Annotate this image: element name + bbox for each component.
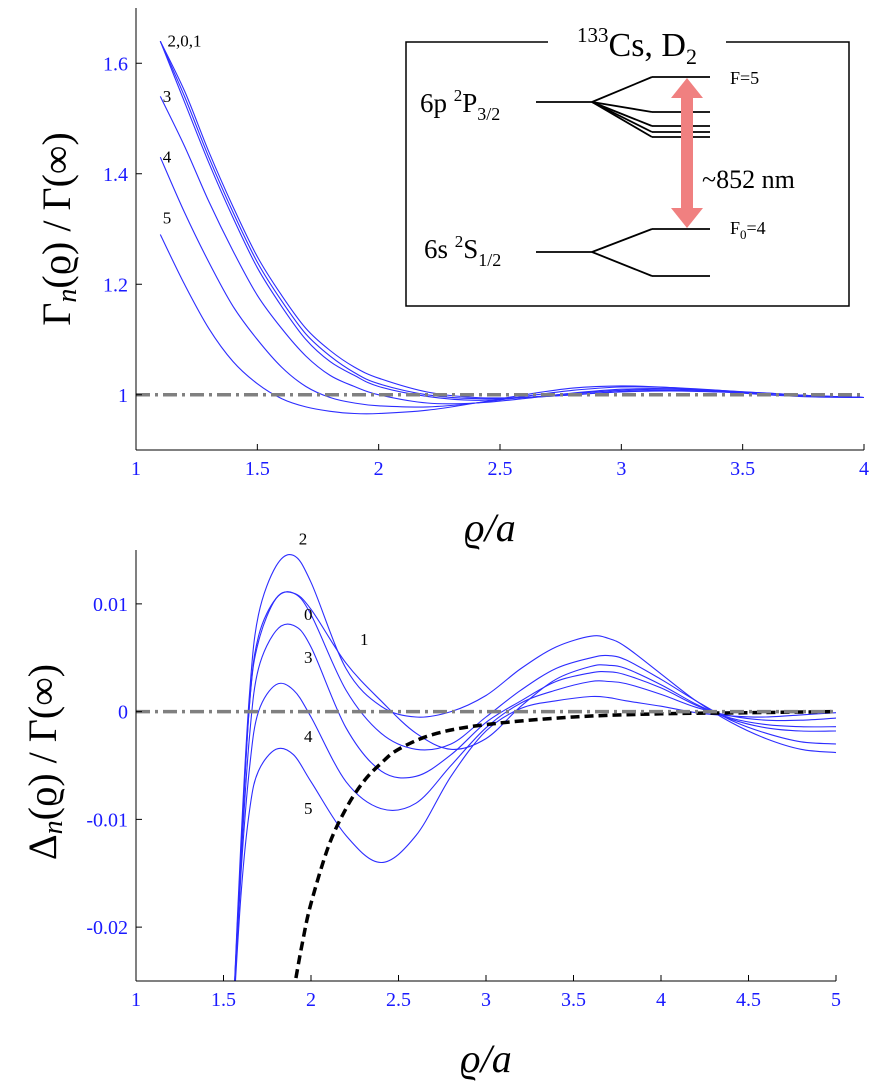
x-tick-label: 2.5: [488, 458, 513, 480]
x-tick-label: 3.5: [730, 458, 755, 480]
curve-label: 2: [299, 530, 308, 549]
bottom-y-axis-title: Δn(ϱ) / Γ(∞): [20, 664, 69, 860]
curve-label: 3: [163, 87, 172, 106]
curve-label: 5: [163, 208, 172, 227]
x-tick-label: 4: [656, 989, 666, 1011]
top-y-ticks: 1 1.2 1.4 1.6: [103, 53, 142, 407]
curve-label: 5: [304, 799, 313, 818]
lower-level-label: 6s 2S1/2: [424, 232, 501, 270]
x-tick-label: 4: [859, 458, 869, 480]
y-tick-label: 1.4: [103, 164, 128, 186]
top-x-ticks: 1 1.5 2 2.5 3 3.5 4: [131, 444, 869, 480]
curve-label: 4: [304, 727, 313, 746]
x-tick-label: 1.5: [245, 458, 270, 480]
wavelength-label: ~852 nm: [702, 165, 795, 194]
curve-n-3: [234, 623, 837, 981]
top-panel: 2,0,1 3 4 5 1 1.5 2 2.5 3 3.5 4 1 1.2 1.4 1.6 Γn(ϱ) …: [34, 8, 869, 550]
y-tick-label: 1: [118, 385, 128, 407]
inset-frame: [405, 41, 850, 307]
bottom-bound-curve: [293, 709, 837, 981]
curve-n-4: [234, 680, 837, 981]
y-tick-label: 0: [118, 702, 128, 724]
x-tick-label: 3.5: [561, 989, 586, 1011]
top-curves: [159, 40, 865, 415]
x-tick-label: 5: [831, 989, 841, 1011]
upper-level-label: 6p 2P3/2: [420, 86, 500, 124]
y-tick-label: -0.02: [86, 917, 128, 939]
x-tick-label: 2.5: [386, 989, 411, 1011]
curve-n-1: [234, 591, 837, 981]
curve-label: 0: [304, 605, 313, 624]
x-tick-label: 1: [131, 989, 141, 1011]
curve-n-0: [234, 591, 837, 981]
curve-label: 4: [163, 148, 172, 167]
bottom-y-ticks: -0.02 -0.01 0 0.01: [86, 594, 142, 939]
top-curve-labels: 2,0,1 3 4 5: [163, 32, 202, 228]
bottom-x-axis-title: ϱ/a: [460, 1036, 511, 1081]
bottom-curves: [234, 554, 837, 981]
y-tick-label: 1.2: [103, 274, 128, 296]
y-tick-label: 0.01: [93, 594, 128, 616]
x-tick-label: 3: [616, 458, 626, 480]
inset-title-bg: [548, 24, 726, 60]
curve-label: 2,0,1: [168, 32, 202, 51]
bottom-x-ticks: 1 1.5 2 2.5 3 3.5 4 4.5 5: [131, 975, 841, 1011]
x-tick-label: 3: [481, 989, 491, 1011]
curve-label: 3: [304, 648, 313, 667]
x-tick-label: 1: [131, 458, 141, 480]
curve-n-5: [159, 234, 865, 415]
inset-title: 133Cs, D2: [577, 23, 697, 69]
level-diagram-inset: 133Cs, D2 6p 2P3/2 F=5 6s 2S1/2 F0=4: [405, 23, 850, 307]
y-tick-label: 1.6: [103, 53, 128, 75]
x-tick-label: 4.5: [736, 989, 761, 1011]
top-x-axis-title: ϱ/a: [464, 505, 515, 550]
curve-n-4: [159, 156, 865, 408]
transition-arrow: [671, 78, 703, 228]
x-tick-label: 1.5: [211, 989, 236, 1011]
curve-label: 1: [360, 630, 369, 649]
curve-n-2: [159, 40, 865, 399]
lower-level-lines: [536, 228, 710, 277]
top-y-axis-title: Γn(ϱ) / Γ(∞): [34, 132, 83, 326]
f-lower-label: F0=4: [730, 218, 766, 242]
bottom-curve-labels: 2 0 1 3 4 5: [299, 530, 369, 818]
y-tick-label: -0.01: [86, 809, 128, 831]
x-tick-label: 2: [374, 458, 384, 480]
bottom-panel: 2 0 1 3 4 5 1 1.5 2 2.5 3 3.5 4 4.5 5 -0.02 -0.01 0 0.01…: [20, 530, 841, 1081]
f-upper-label: F=5: [730, 68, 759, 88]
x-tick-label: 2: [306, 989, 316, 1011]
